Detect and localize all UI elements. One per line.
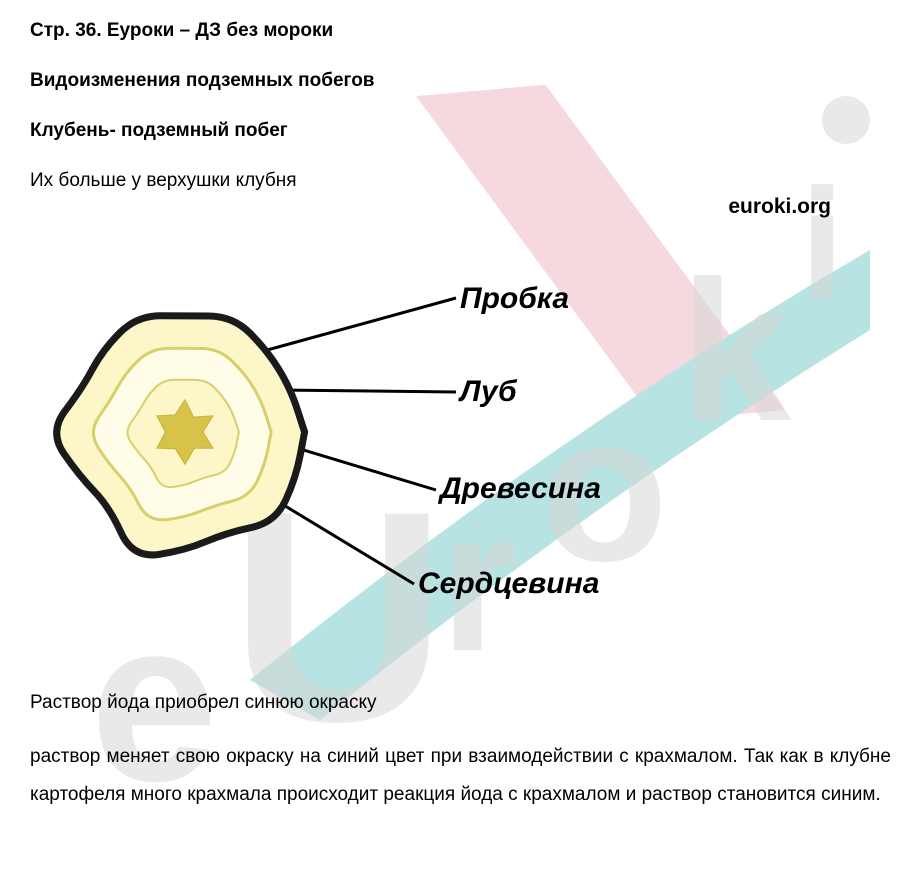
paragraph-2: раствор меняет свою окраску на синий цве… — [30, 738, 891, 814]
paragraph-1: Раствор йода приобрел синюю окраску — [30, 692, 891, 714]
label-lub: Луб — [460, 375, 517, 409]
tuber-diagram: Пробка Луб Древесина Сердцевина — [30, 262, 891, 682]
page-header-line2: Видоизменения подземных побегов — [30, 70, 891, 92]
page-header-line3: Клубень- подземный побег — [30, 120, 891, 142]
page-header-line1: Стр. 36. Еуроки – ДЗ без мороки — [30, 20, 891, 42]
label-probka: Пробка — [460, 282, 569, 316]
caption-text: Их больше у верхушки клубня — [30, 170, 297, 192]
tuber-svg — [30, 262, 730, 642]
label-drevesina: Древесина — [440, 472, 601, 506]
label-serdcevina: Сердцевина — [418, 567, 599, 601]
site-url-label: euroki.org — [728, 195, 831, 219]
